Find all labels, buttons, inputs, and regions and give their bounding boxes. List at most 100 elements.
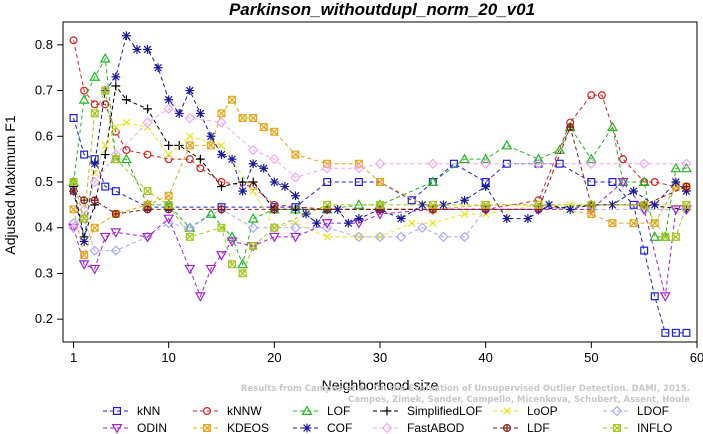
data-point <box>195 109 205 118</box>
y-tick-label: 0.3 <box>35 265 53 280</box>
data-point <box>164 141 174 150</box>
data-point <box>290 222 301 233</box>
data-point <box>301 209 311 219</box>
data-point <box>164 95 174 105</box>
legend-label: ODIN <box>137 421 167 434</box>
watermark-line-1: Results from Campos et al. On the Evalua… <box>241 384 690 394</box>
data-point <box>270 205 279 214</box>
data-point <box>217 205 226 214</box>
data-point <box>323 178 332 187</box>
data-point <box>670 205 682 216</box>
data-point <box>670 162 682 173</box>
legend-item: KDEOS <box>193 421 269 434</box>
data-point <box>90 100 99 109</box>
series-LOF <box>68 52 692 269</box>
data-point <box>429 219 437 227</box>
data-point <box>69 36 78 45</box>
legend-item: LDOF <box>603 404 669 418</box>
legend-label: SimplifiedLOF <box>407 404 482 418</box>
data-point <box>638 158 650 169</box>
data-point <box>608 178 617 187</box>
data-point <box>238 177 248 187</box>
legend-item: INFLO <box>603 421 672 434</box>
data-point <box>80 251 89 260</box>
legend-label: INFLO <box>637 421 672 434</box>
y-tick-label: 0.5 <box>35 174 53 189</box>
data-point <box>185 155 194 164</box>
data-point <box>142 232 153 243</box>
data-point <box>586 158 597 169</box>
data-point <box>534 196 543 205</box>
legend-marker <box>611 405 623 417</box>
x-tick-label: 50 <box>584 350 598 365</box>
data-point <box>195 154 205 164</box>
data-point <box>249 242 258 250</box>
data-point <box>196 164 205 173</box>
watermark-line-2: Campos, Zimek, Sander, Campello, Micenko… <box>348 395 690 405</box>
data-point <box>99 52 111 63</box>
data-point <box>374 231 386 243</box>
legend-item: LOF <box>293 404 350 418</box>
data-point <box>428 200 437 209</box>
data-point <box>587 178 596 187</box>
data-point <box>661 232 670 241</box>
legend-item: LoOP <box>493 404 558 418</box>
data-point <box>640 200 649 209</box>
data-point <box>587 210 596 218</box>
data-point <box>650 292 659 301</box>
data-point <box>132 45 142 54</box>
data-point <box>238 269 247 278</box>
x-axis-label: Neighborhood size <box>322 377 439 393</box>
data-point <box>671 232 680 241</box>
data-point <box>217 182 226 191</box>
data-point <box>597 91 606 100</box>
data-point <box>681 162 692 173</box>
series-line <box>73 57 687 267</box>
data-point <box>376 178 384 186</box>
data-point <box>259 163 269 173</box>
data-point <box>617 178 629 188</box>
data-point <box>226 231 238 241</box>
data-point <box>174 109 184 118</box>
data-point <box>395 231 407 243</box>
x-tick-label: 60 <box>690 350 703 365</box>
data-point <box>480 153 492 164</box>
data-point <box>682 200 691 209</box>
data-point <box>90 109 99 118</box>
data-point <box>122 118 131 127</box>
series-line <box>73 98 687 257</box>
series-layer <box>68 31 692 337</box>
data-point <box>205 264 217 275</box>
data-point <box>354 178 363 187</box>
data-point <box>89 71 101 81</box>
data-point <box>238 114 247 122</box>
data-point <box>101 141 110 150</box>
series-line <box>73 88 687 275</box>
data-point <box>80 150 89 159</box>
legend-label: FastABOD <box>407 421 465 434</box>
data-point <box>101 86 110 95</box>
legend-label: LOF <box>327 404 350 418</box>
data-point <box>89 176 100 188</box>
data-point <box>90 196 99 205</box>
legend-marker <box>112 407 121 416</box>
legend-marker <box>503 424 512 432</box>
data-point <box>619 155 628 164</box>
legend-marker <box>302 423 312 433</box>
series-line <box>73 108 687 228</box>
x-tick-label: 30 <box>373 350 387 365</box>
data-point <box>90 159 100 169</box>
axis-ticks: 1 10 20 30 40 50 60 0.2 0.3 0.4 0.5 0.6 0.7 0.8 <box>35 37 703 365</box>
legend-item: kNNW <box>193 404 262 418</box>
legend-item: LDF <box>493 421 550 434</box>
data-point <box>226 237 238 248</box>
data-point <box>101 182 110 191</box>
data-point <box>343 218 353 228</box>
data-point <box>111 155 120 164</box>
data-point <box>566 123 575 132</box>
data-point <box>323 233 331 241</box>
data-point <box>502 214 512 223</box>
data-point <box>185 86 195 95</box>
data-point <box>585 153 597 164</box>
data-point <box>374 158 386 169</box>
